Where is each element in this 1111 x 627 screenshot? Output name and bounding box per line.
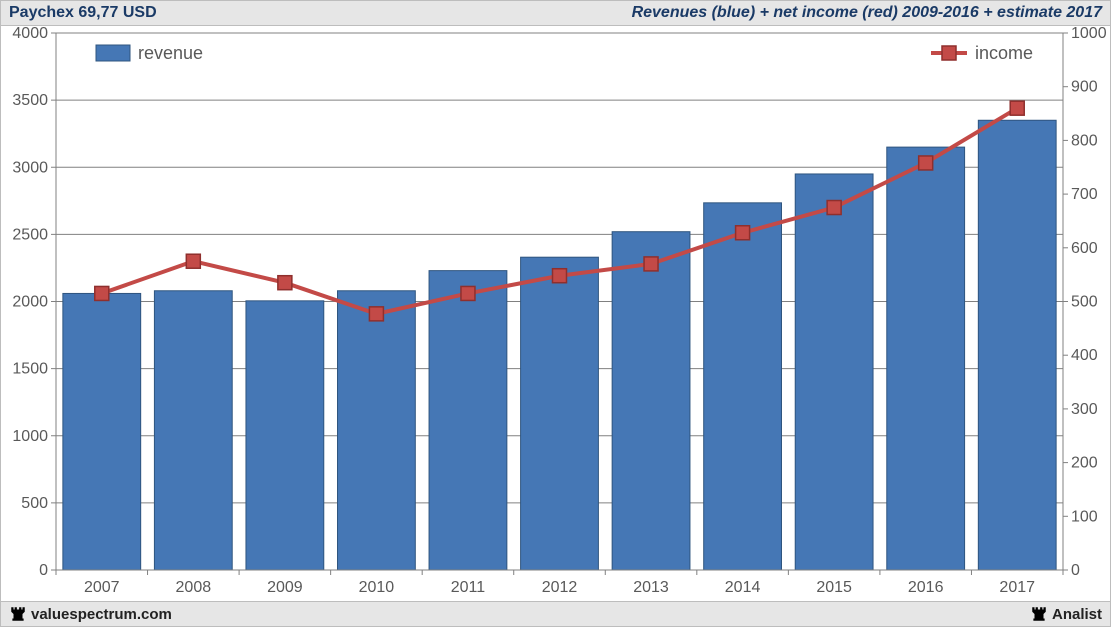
y-right-label: 300 <box>1071 401 1098 418</box>
y-right-label: 400 <box>1071 347 1098 364</box>
income-marker <box>736 226 750 240</box>
bar <box>521 257 599 570</box>
x-label: 2012 <box>542 579 578 596</box>
income-marker <box>919 156 933 170</box>
y-right-label: 1000 <box>1071 25 1107 42</box>
rook-icon <box>9 605 27 623</box>
income-marker <box>95 286 109 300</box>
chart-frame: Paychex 69,77 USD Revenues (blue) + net … <box>0 0 1111 627</box>
bar <box>887 147 965 570</box>
bar <box>978 120 1056 570</box>
chart-area: 0 500 1000 1500 2000 2500 3000 3500 4000 0 100 200 3… <box>1 25 1110 602</box>
income-marker <box>553 269 567 283</box>
income-marker <box>186 254 200 268</box>
y-right-label: 0 <box>1071 562 1080 579</box>
y-left-label: 0 <box>39 562 48 579</box>
y-left-label: 1500 <box>12 361 48 378</box>
header-left-title: Paychex 69,77 USD <box>9 4 157 22</box>
y-left-label: 2000 <box>12 294 48 311</box>
x-label: 2016 <box>908 579 944 596</box>
y-right-label: 700 <box>1071 186 1098 203</box>
x-label: 2007 <box>84 579 120 596</box>
footer-right-text: Analist <box>1052 606 1102 623</box>
bar <box>63 293 141 570</box>
y-right-label: 500 <box>1071 294 1098 311</box>
x-label: 2015 <box>816 579 852 596</box>
x-label: 2014 <box>725 579 761 596</box>
y-right-label: 100 <box>1071 508 1098 525</box>
bar <box>612 232 690 570</box>
legend-revenue-label: revenue <box>138 43 203 63</box>
y-left-label: 3500 <box>12 92 48 109</box>
footer-left-brand: valuespectrum.com <box>9 605 172 623</box>
legend-income-marker <box>942 46 956 60</box>
rook-icon <box>1030 605 1048 623</box>
header-bar: Paychex 69,77 USD Revenues (blue) + net … <box>1 1 1110 26</box>
footer-left-text: valuespectrum.com <box>31 606 172 623</box>
bar <box>795 174 873 570</box>
footer-bar: valuespectrum.com Analist <box>1 601 1110 626</box>
income-marker <box>1010 101 1024 115</box>
income-marker <box>827 201 841 215</box>
y-left-label: 2500 <box>12 226 48 243</box>
x-label: 2017 <box>999 579 1035 596</box>
y-left-label: 3000 <box>12 159 48 176</box>
bar <box>704 203 782 570</box>
x-label: 2011 <box>451 579 486 596</box>
income-marker <box>644 257 658 271</box>
x-label: 2008 <box>176 579 212 596</box>
y-right-label: 600 <box>1071 240 1098 257</box>
bar <box>429 271 507 570</box>
y-right-label: 200 <box>1071 455 1098 472</box>
y-left-label: 500 <box>21 495 48 512</box>
legend-income-label: income <box>975 43 1033 63</box>
bar <box>338 291 416 570</box>
x-label: 2010 <box>359 579 395 596</box>
x-label: 2009 <box>267 579 303 596</box>
bar <box>154 291 232 570</box>
header-right-title: Revenues (blue) + net income (red) 2009-… <box>632 4 1102 22</box>
bar <box>246 301 324 570</box>
y-left-label: 4000 <box>12 25 48 42</box>
y-left-label: 1000 <box>12 428 48 445</box>
y-right-label: 900 <box>1071 79 1098 96</box>
footer-right-brand: Analist <box>1030 605 1102 623</box>
income-marker <box>461 286 475 300</box>
legend-revenue-swatch <box>96 45 130 61</box>
income-marker <box>369 307 383 321</box>
chart-svg: 0 500 1000 1500 2000 2500 3000 3500 4000 0 100 200 3… <box>1 25 1110 602</box>
income-marker <box>278 276 292 290</box>
y-right-label: 800 <box>1071 132 1098 149</box>
x-label: 2013 <box>633 579 669 596</box>
